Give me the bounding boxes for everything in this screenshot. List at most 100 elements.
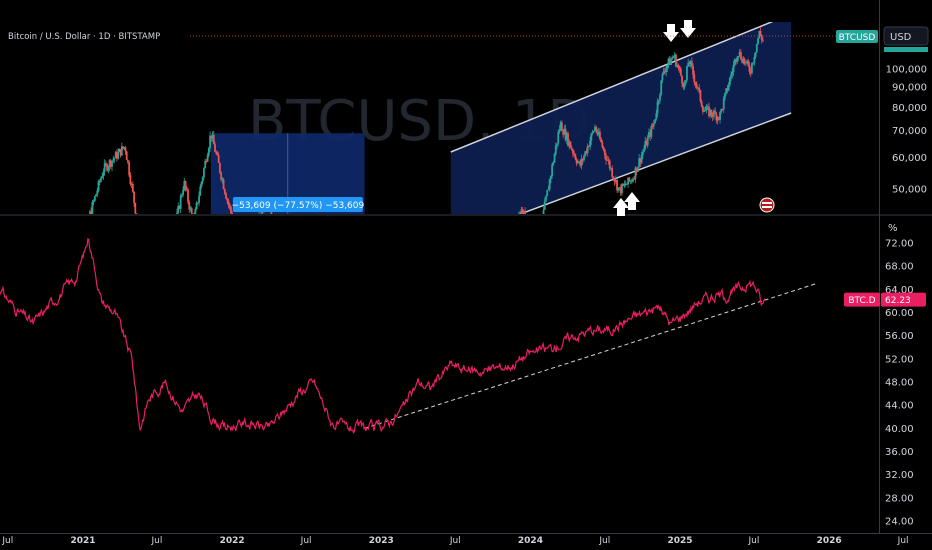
btc-price-tag: BTCUSD [836,30,878,43]
candle-body [677,65,680,68]
candle-body [699,90,702,102]
arrow-up-icon[interactable] [624,192,640,210]
candle-body [203,168,205,178]
candle-body [127,160,129,163]
candle-body [607,159,610,161]
candle-body [661,73,664,81]
candle-body [119,148,122,156]
candle-body [732,64,735,72]
candle-body [606,159,609,161]
candle-body [545,196,547,202]
candle-body [576,161,579,164]
candle-body [668,58,671,65]
candle-body [556,143,558,146]
candle-body [728,77,731,85]
time-axis-tick: Jul [897,536,909,546]
candle-body [217,155,220,163]
candle-body [670,59,672,65]
candle-body [123,147,126,149]
time-axis-tick: Jul [151,536,163,546]
price-tag-label: BTCUSD [839,33,876,43]
candle-body [672,56,675,58]
candle-body [205,160,208,162]
candle-body [589,140,592,147]
candle-body [549,175,552,180]
measure-label[interactable]: −53,609 (−77.57%) −53,609 [232,197,365,212]
candle-body [96,190,99,195]
candle-body [113,157,116,160]
candle-body [704,110,707,112]
candle-body [580,158,583,166]
candle-body [108,160,111,168]
candle-body [112,159,115,161]
dominance-axis-tick: 52.00 [885,354,914,365]
dominance-axis-tick: 60.00 [885,308,914,319]
candle-body [711,115,714,117]
time-axis-tick: 2021 [70,536,95,546]
dominance-trendline[interactable] [364,283,817,429]
candle-body [89,211,91,214]
candle-body [584,151,587,156]
arrow-down-icon[interactable] [663,24,679,42]
candle-body [716,116,719,121]
currency-button[interactable]: USD [883,26,929,52]
candle-body [565,133,568,141]
price-axis-tick: 50,000 [892,185,927,196]
candle-body [640,155,643,163]
candle-body [231,213,234,214]
candle-body [199,186,202,196]
dominance-axis-tick: 28.00 [885,493,914,504]
btc-price-pane[interactable]: BTCUSD, 1D−53,609 (−77.57%) −53,609 Bitco… [8,14,879,401]
candle-body [656,101,659,114]
dominance-axis-tick: 32.00 [885,470,914,481]
candle-body [687,62,690,67]
candle-body [188,201,191,210]
candle-body [220,172,223,180]
time-axis-tick: Jul [598,536,610,546]
price-axis-tick: 90,000 [892,83,927,94]
candle-body [710,109,713,116]
candle-body [686,66,688,81]
dominance-line[interactable] [0,237,766,434]
price-axis-tick: 70,000 [892,126,927,137]
candle-body [600,139,603,143]
candle-body [721,109,724,110]
candle-body [134,202,137,214]
dominance-pane[interactable] [0,237,817,434]
flag-circle [759,197,775,213]
channel-fill [450,22,792,214]
candle-body [613,179,616,182]
candle-body [633,178,636,180]
candle-body [622,183,625,186]
candle-body [657,100,660,102]
candle-body [559,122,562,130]
candle-body [594,126,596,132]
candle-body [679,69,682,76]
candle-body [760,35,763,41]
candle-body [608,160,611,169]
candle-body [575,159,578,164]
candle-body [644,140,647,149]
candle-body [617,187,620,191]
candle-body [746,60,748,62]
us-flag-icon[interactable] [759,197,775,213]
candle-body [616,179,618,191]
candle-body [122,146,124,149]
time-axis-tick: Jul [449,536,461,546]
channel-upper-line[interactable] [450,14,791,153]
channel-lower-line[interactable] [451,112,792,240]
btc-plot-area[interactable]: BTCUSD, 1D [73,14,792,401]
dominance-axis-tick: 72.00 [885,239,914,250]
candle-body [572,149,574,154]
arrow-up-icon[interactable] [613,198,629,216]
candle-body [206,155,209,162]
candle-body [645,140,648,146]
arrow-down-icon[interactable] [680,20,696,38]
dominance-unit-label: % [888,223,898,234]
candle-body [743,58,746,64]
dominance-plot-area[interactable] [0,237,817,434]
candle-body [95,194,97,197]
candle-body [621,183,623,194]
